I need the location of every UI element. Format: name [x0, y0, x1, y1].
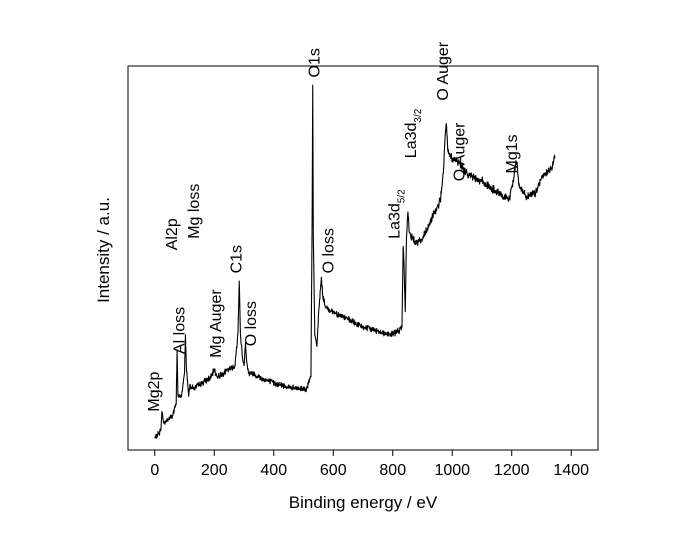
peak-label-subscript: 5/2 [396, 189, 407, 203]
peak-label: Mg loss [186, 184, 203, 239]
peak-label-text: O1s [306, 48, 323, 77]
x-tick-label: 1400 [553, 462, 589, 479]
peak-label: O Auger [435, 41, 452, 100]
peak-label-text: Mg Auger [208, 289, 225, 358]
peak-label: Mg2p [146, 371, 163, 411]
peak-label-text: Al loss [172, 307, 189, 354]
peak-label: La3d5/2 [386, 189, 407, 239]
peak-label-text: Al2p [164, 218, 181, 250]
y-axis-title: Intensity / a.u. [94, 197, 113, 303]
peak-label-subscript: 3/2 [413, 108, 424, 122]
x-tick-label: 0 [150, 462, 159, 479]
peak-label: O Auger [452, 122, 469, 181]
x-axis-tick-labels: 0 200 400 600 800 1000 1200 1400 [150, 462, 589, 479]
peak-label-text: Mg2p [146, 371, 163, 411]
peak-label: Al loss [172, 307, 189, 354]
x-tick-label: 1200 [494, 462, 530, 479]
peak-label-text: O loss [243, 301, 260, 346]
peak-label-text: O Auger [452, 122, 469, 181]
peak-label: O loss [320, 228, 337, 273]
x-axis-title: Binding energy / eV [289, 493, 438, 512]
x-tick-label: 1000 [434, 462, 470, 479]
peak-label-text: O Auger [435, 41, 452, 100]
peak-label: Mg Auger [208, 289, 225, 358]
peak-label-text: C1s [229, 245, 246, 273]
plot-frame [127, 65, 599, 451]
spectrum-line [154, 84, 556, 439]
x-tick-label: 600 [320, 462, 347, 479]
peak-label: C1s [229, 245, 246, 273]
x-tick-label: 800 [379, 462, 406, 479]
peak-label: Mg1s [504, 134, 521, 173]
peak-label-text: Mg1s [504, 134, 521, 173]
peak-label: O1s [306, 48, 323, 77]
peak-label-text: La3d [403, 123, 420, 159]
peak-label: Al2p [164, 218, 181, 250]
peak-label: O loss [243, 301, 260, 346]
peak-label-text: La3d [386, 203, 403, 239]
peak-label-text: O loss [320, 228, 337, 273]
x-tick-label: 400 [260, 462, 287, 479]
peak-label-text: Mg loss [186, 184, 203, 239]
x-tick-label: 200 [201, 462, 228, 479]
x-axis-ticks [154, 450, 572, 456]
peak-label: La3d3/2 [403, 108, 424, 158]
